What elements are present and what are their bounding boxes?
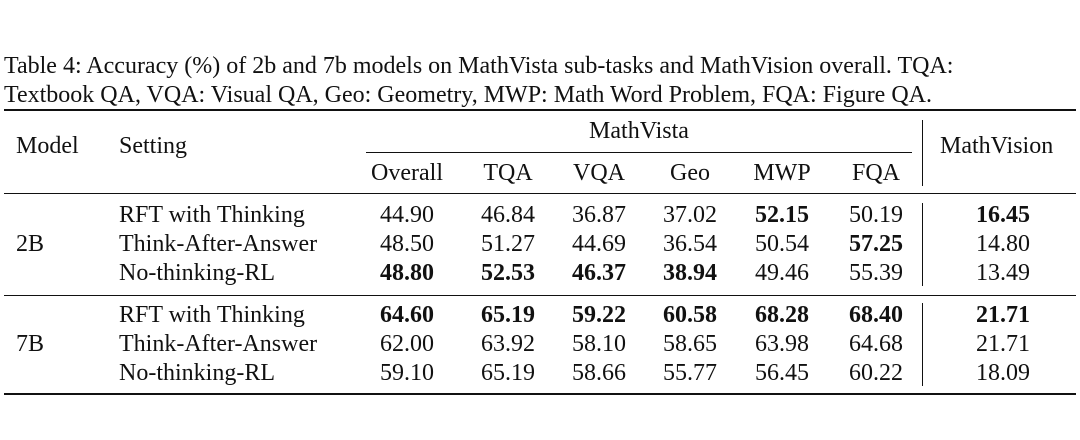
group-model-label: 7B [16,331,45,357]
cell-geo: 36.54 [663,231,717,257]
column-separator-header [922,120,923,186]
cell-fqa: 50.19 [849,202,903,228]
cell-vqa: 58.10 [572,331,626,357]
cell-mathvision: 18.09 [976,360,1030,386]
cell-geo: 37.02 [663,202,717,228]
header-mwp: MWP [753,160,811,186]
header-mathvista: MathVista [589,118,689,144]
header-bottom-rule [4,193,1076,194]
table-top-rule [4,109,1076,111]
row-setting-label: Think-After-Answer [119,231,318,257]
cell-tqa: 52.53 [481,260,535,286]
cell-fqa: 55.39 [849,260,903,286]
mathvista-sub-rule [366,152,912,153]
cell-overall: 48.50 [380,231,434,257]
cell-tqa: 46.84 [481,202,535,228]
header-overall: Overall [371,160,443,186]
caption-line-2: Textbook QA, VQA: Visual QA, Geo: Geomet… [4,82,932,108]
cell-vqa: 46.37 [572,260,626,286]
cell-mwp: 56.45 [755,360,809,386]
cell-vqa: 44.69 [572,231,626,257]
cell-fqa: 68.40 [849,302,903,328]
cell-mathvision: 21.71 [976,331,1030,357]
cell-mwp: 52.15 [755,202,809,228]
row-setting-label: No-thinking-RL [119,360,275,386]
cell-overall: 48.80 [380,260,434,286]
cell-mwp: 68.28 [755,302,809,328]
header-setting: Setting [119,133,188,159]
cell-fqa: 57.25 [849,231,903,257]
cell-overall: 59.10 [380,360,434,386]
cell-vqa: 58.66 [572,360,626,386]
row-setting-label: RFT with Thinking [119,302,305,328]
cell-overall: 64.60 [380,302,434,328]
cell-mwp: 63.98 [755,331,809,357]
row-setting-label: No-thinking-RL [119,260,275,286]
header-vqa: VQA [573,160,625,186]
cell-mathvision: 16.45 [976,202,1030,228]
group-model-label: 2B [16,231,45,257]
header-geo: Geo [670,160,710,186]
header-fqa: FQA [851,160,901,186]
column-separator [922,303,923,386]
caption-line-1: Table 4: Accuracy (%) of 2b and 7b model… [4,53,954,79]
cell-overall: 62.00 [380,331,434,357]
header-model: Model [16,133,79,159]
cell-fqa: 64.68 [849,331,903,357]
cell-geo: 60.58 [663,302,717,328]
group-separator-rule [4,295,1076,296]
column-separator [922,203,923,286]
cell-tqa: 63.92 [481,331,535,357]
cell-fqa: 60.22 [849,360,903,386]
cell-mathvision: 21.71 [976,302,1030,328]
cell-geo: 55.77 [663,360,717,386]
cell-overall: 44.90 [380,202,434,228]
table-bottom-rule [4,393,1076,395]
table-caption: Table 4: Accuracy (%) of 2b and 7b model… [4,52,1076,110]
cell-tqa: 65.19 [481,360,535,386]
header-tqa: TQA [483,160,533,186]
row-setting-label: RFT with Thinking [119,202,305,228]
cell-mwp: 50.54 [755,231,809,257]
cell-vqa: 36.87 [572,202,626,228]
cell-mwp: 49.46 [755,260,809,286]
cell-mathvision: 14.80 [976,231,1030,257]
cell-geo: 58.65 [663,331,717,357]
cell-geo: 38.94 [663,260,717,286]
cell-tqa: 51.27 [481,231,535,257]
header-mathvision: MathVision [940,133,1054,159]
cell-mathvision: 13.49 [976,260,1030,286]
cell-tqa: 65.19 [481,302,535,328]
row-setting-label: Think-After-Answer [119,331,318,357]
cell-vqa: 59.22 [572,302,626,328]
